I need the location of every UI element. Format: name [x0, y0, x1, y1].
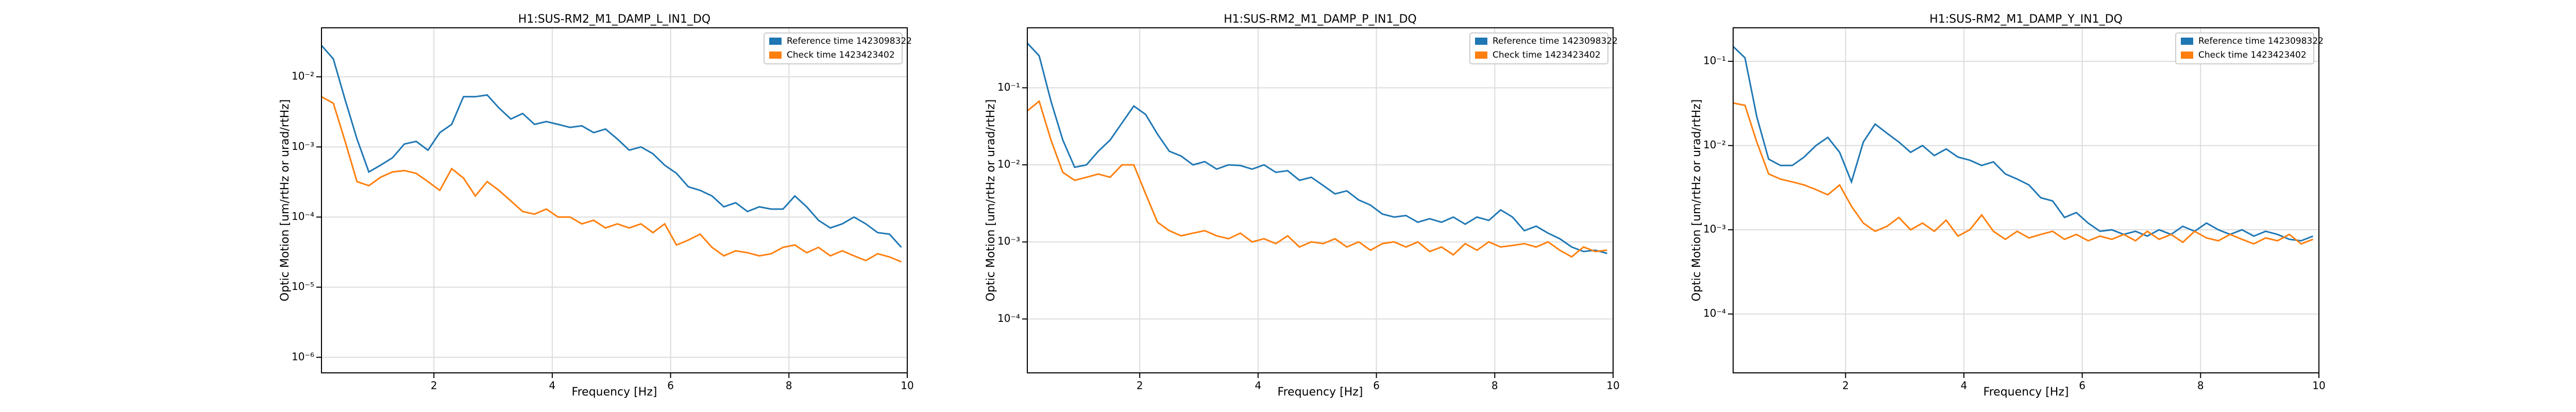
- data-line: [321, 96, 902, 263]
- x-tick-label: 8: [786, 380, 792, 392]
- x-tick-label: 8: [1492, 380, 1498, 392]
- x-tick-label: 8: [2197, 380, 2204, 392]
- y-tick-label: 10⁻²: [1703, 139, 1726, 151]
- y-axis-label: Optic Motion [um/rtHz or urad/rtHz]: [985, 99, 997, 302]
- x-tick-label: 6: [667, 380, 674, 392]
- y-tick-label: 10⁻³: [292, 140, 314, 152]
- x-tick-label: 6: [1373, 380, 1380, 392]
- x-tick-label: 10: [1606, 380, 1619, 392]
- y-tick-label: 10⁻³: [1703, 223, 1726, 235]
- x-tick-label: 10: [2312, 380, 2325, 392]
- chart: H1:SUS-RM2_M1_DAMP_P_IN1_DQ 2 4 6 8 10 10⁻⁴ 10⁻…: [985, 13, 1620, 399]
- data-line: [1027, 42, 1607, 254]
- legend-swatch: [769, 38, 782, 45]
- legend-swatch: [1475, 52, 1487, 59]
- legend-swatch: [769, 52, 782, 59]
- chart-title: H1:SUS-RM2_M1_DAMP_Y_IN1_DQ: [1929, 13, 2123, 26]
- x-tick-label: 2: [431, 380, 437, 392]
- chart: H1:SUS-RM2_M1_DAMP_Y_IN1_DQ 2 4 6 8 10 10⁻⁴ 10⁻…: [1690, 13, 2326, 399]
- data-line: [321, 45, 902, 248]
- x-axis-label: Frequency [Hz]: [572, 386, 657, 399]
- chart-title: H1:SUS-RM2_M1_DAMP_L_IN1_DQ: [518, 13, 710, 26]
- x-tick-label: 10: [901, 380, 913, 392]
- y-axis-label: Optic Motion [um/rtHz or urad/rtHz]: [279, 99, 292, 302]
- legend-swatch: [2181, 52, 2193, 59]
- y-tick-label: 10⁻⁵: [292, 280, 314, 293]
- y-tick-label: 10⁻³: [997, 235, 1020, 247]
- axes-frame: [1027, 27, 1614, 373]
- x-tick-label: 2: [1842, 380, 1849, 392]
- x-tick-label: 2: [1137, 380, 1143, 392]
- y-tick-label: 10⁻¹: [1703, 55, 1726, 67]
- legend-label: Reference time 1423098322: [787, 36, 912, 46]
- y-axis-label: Optic Motion [um/rtHz or urad/rtHz]: [1690, 99, 1703, 302]
- y-tick-label: 10⁻⁶: [292, 350, 314, 363]
- data-line: [1733, 46, 2314, 242]
- y-tick-label: 10⁻²: [997, 158, 1020, 170]
- x-tick-label: 4: [1255, 380, 1262, 392]
- y-tick-label: 10⁻⁴: [997, 312, 1020, 324]
- axes-frame: [1733, 27, 2319, 373]
- x-tick-label: 4: [549, 380, 556, 392]
- y-tick-label: 10⁻⁴: [292, 210, 314, 222]
- legend-box: [2175, 32, 2314, 64]
- data-line: [1733, 102, 2314, 245]
- legend-label: Reference time 1423098322: [1493, 36, 1618, 46]
- y-tick-label: 10⁻¹: [997, 81, 1020, 93]
- x-axis-label: Frequency [Hz]: [1278, 386, 1363, 399]
- data-line: [1027, 99, 1607, 258]
- legend-label: Check time 1423423402: [787, 50, 895, 60]
- legend-label: Reference time 1423098322: [2198, 36, 2324, 46]
- legend-swatch: [2181, 38, 2193, 45]
- chart-title: H1:SUS-RM2_M1_DAMP_P_IN1_DQ: [1224, 13, 1416, 26]
- y-tick-label: 10⁻²: [292, 70, 314, 82]
- legend-label: Check time 1423423402: [2198, 50, 2307, 60]
- legend-label: Check time 1423423402: [1493, 50, 1601, 60]
- y-tick-label: 10⁻⁴: [1703, 307, 1726, 319]
- x-tick-label: 6: [2079, 380, 2086, 392]
- legend-box: [1469, 32, 1608, 64]
- legend-swatch: [1475, 38, 1487, 45]
- x-tick-label: 4: [1961, 380, 1968, 392]
- x-axis-label: Frequency [Hz]: [1984, 386, 2069, 399]
- chart: H1:SUS-RM2_M1_DAMP_L_IN1_DQ 2 4 6 8 10 10⁻⁶ 10⁻…: [279, 13, 914, 399]
- legend-box: [764, 32, 903, 64]
- axes-frame: [321, 27, 908, 373]
